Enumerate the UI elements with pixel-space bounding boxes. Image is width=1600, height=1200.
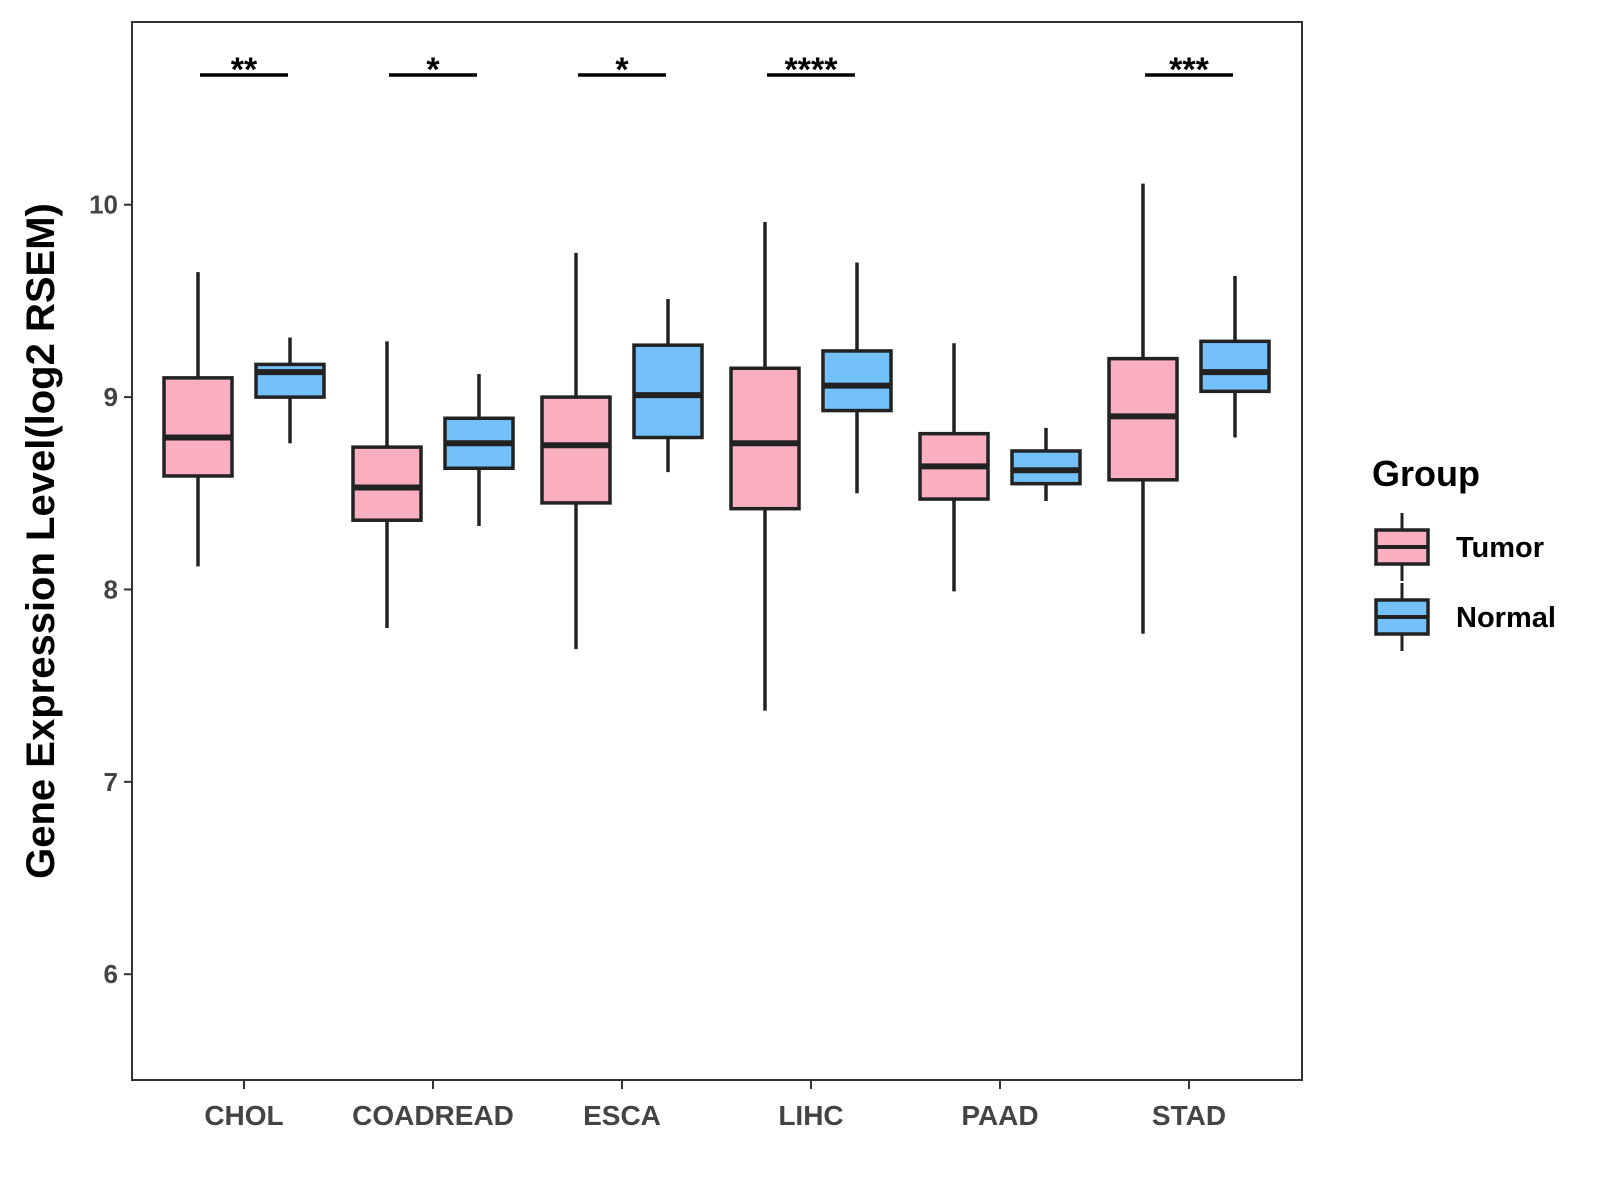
- legend-label: Tumor: [1456, 532, 1544, 564]
- significance-label: ****: [785, 51, 839, 89]
- box-normal-lihc: [821, 349, 893, 413]
- box-tumor-esca: [540, 395, 612, 505]
- box-tumor-lihc: [729, 366, 801, 511]
- plot-panel: [131, 21, 1303, 1081]
- y-tick-label: 9: [104, 382, 118, 412]
- x-tick-label: COADREAD: [352, 1100, 514, 1131]
- legend-label: Normal: [1456, 602, 1556, 634]
- box-normal-esca: [632, 343, 704, 440]
- significance-label: *: [615, 51, 629, 89]
- box-tumor-coadread: [351, 445, 423, 522]
- legend-title: Group: [1372, 453, 1480, 494]
- x-tick-label: PAAD: [961, 1100, 1038, 1131]
- y-axis-title: Gene Expression Level(log2 RSEM): [19, 203, 63, 879]
- x-tick-label: ESCA: [583, 1100, 661, 1131]
- significance-label: **: [231, 51, 258, 89]
- x-tick-label: LIHC: [778, 1100, 843, 1131]
- x-tick-label: STAD: [1152, 1100, 1226, 1131]
- box-normal-stad: [1199, 339, 1271, 394]
- y-tick-label: 10: [89, 190, 118, 220]
- y-tick-label: 8: [104, 574, 118, 604]
- significance-label: *: [426, 51, 440, 89]
- significance-label: ***: [1169, 51, 1209, 89]
- box-tumor-chol: [162, 376, 234, 478]
- y-tick-label: 7: [104, 767, 118, 797]
- y-tick-label: 6: [104, 959, 118, 989]
- x-tick-label: CHOL: [204, 1100, 283, 1131]
